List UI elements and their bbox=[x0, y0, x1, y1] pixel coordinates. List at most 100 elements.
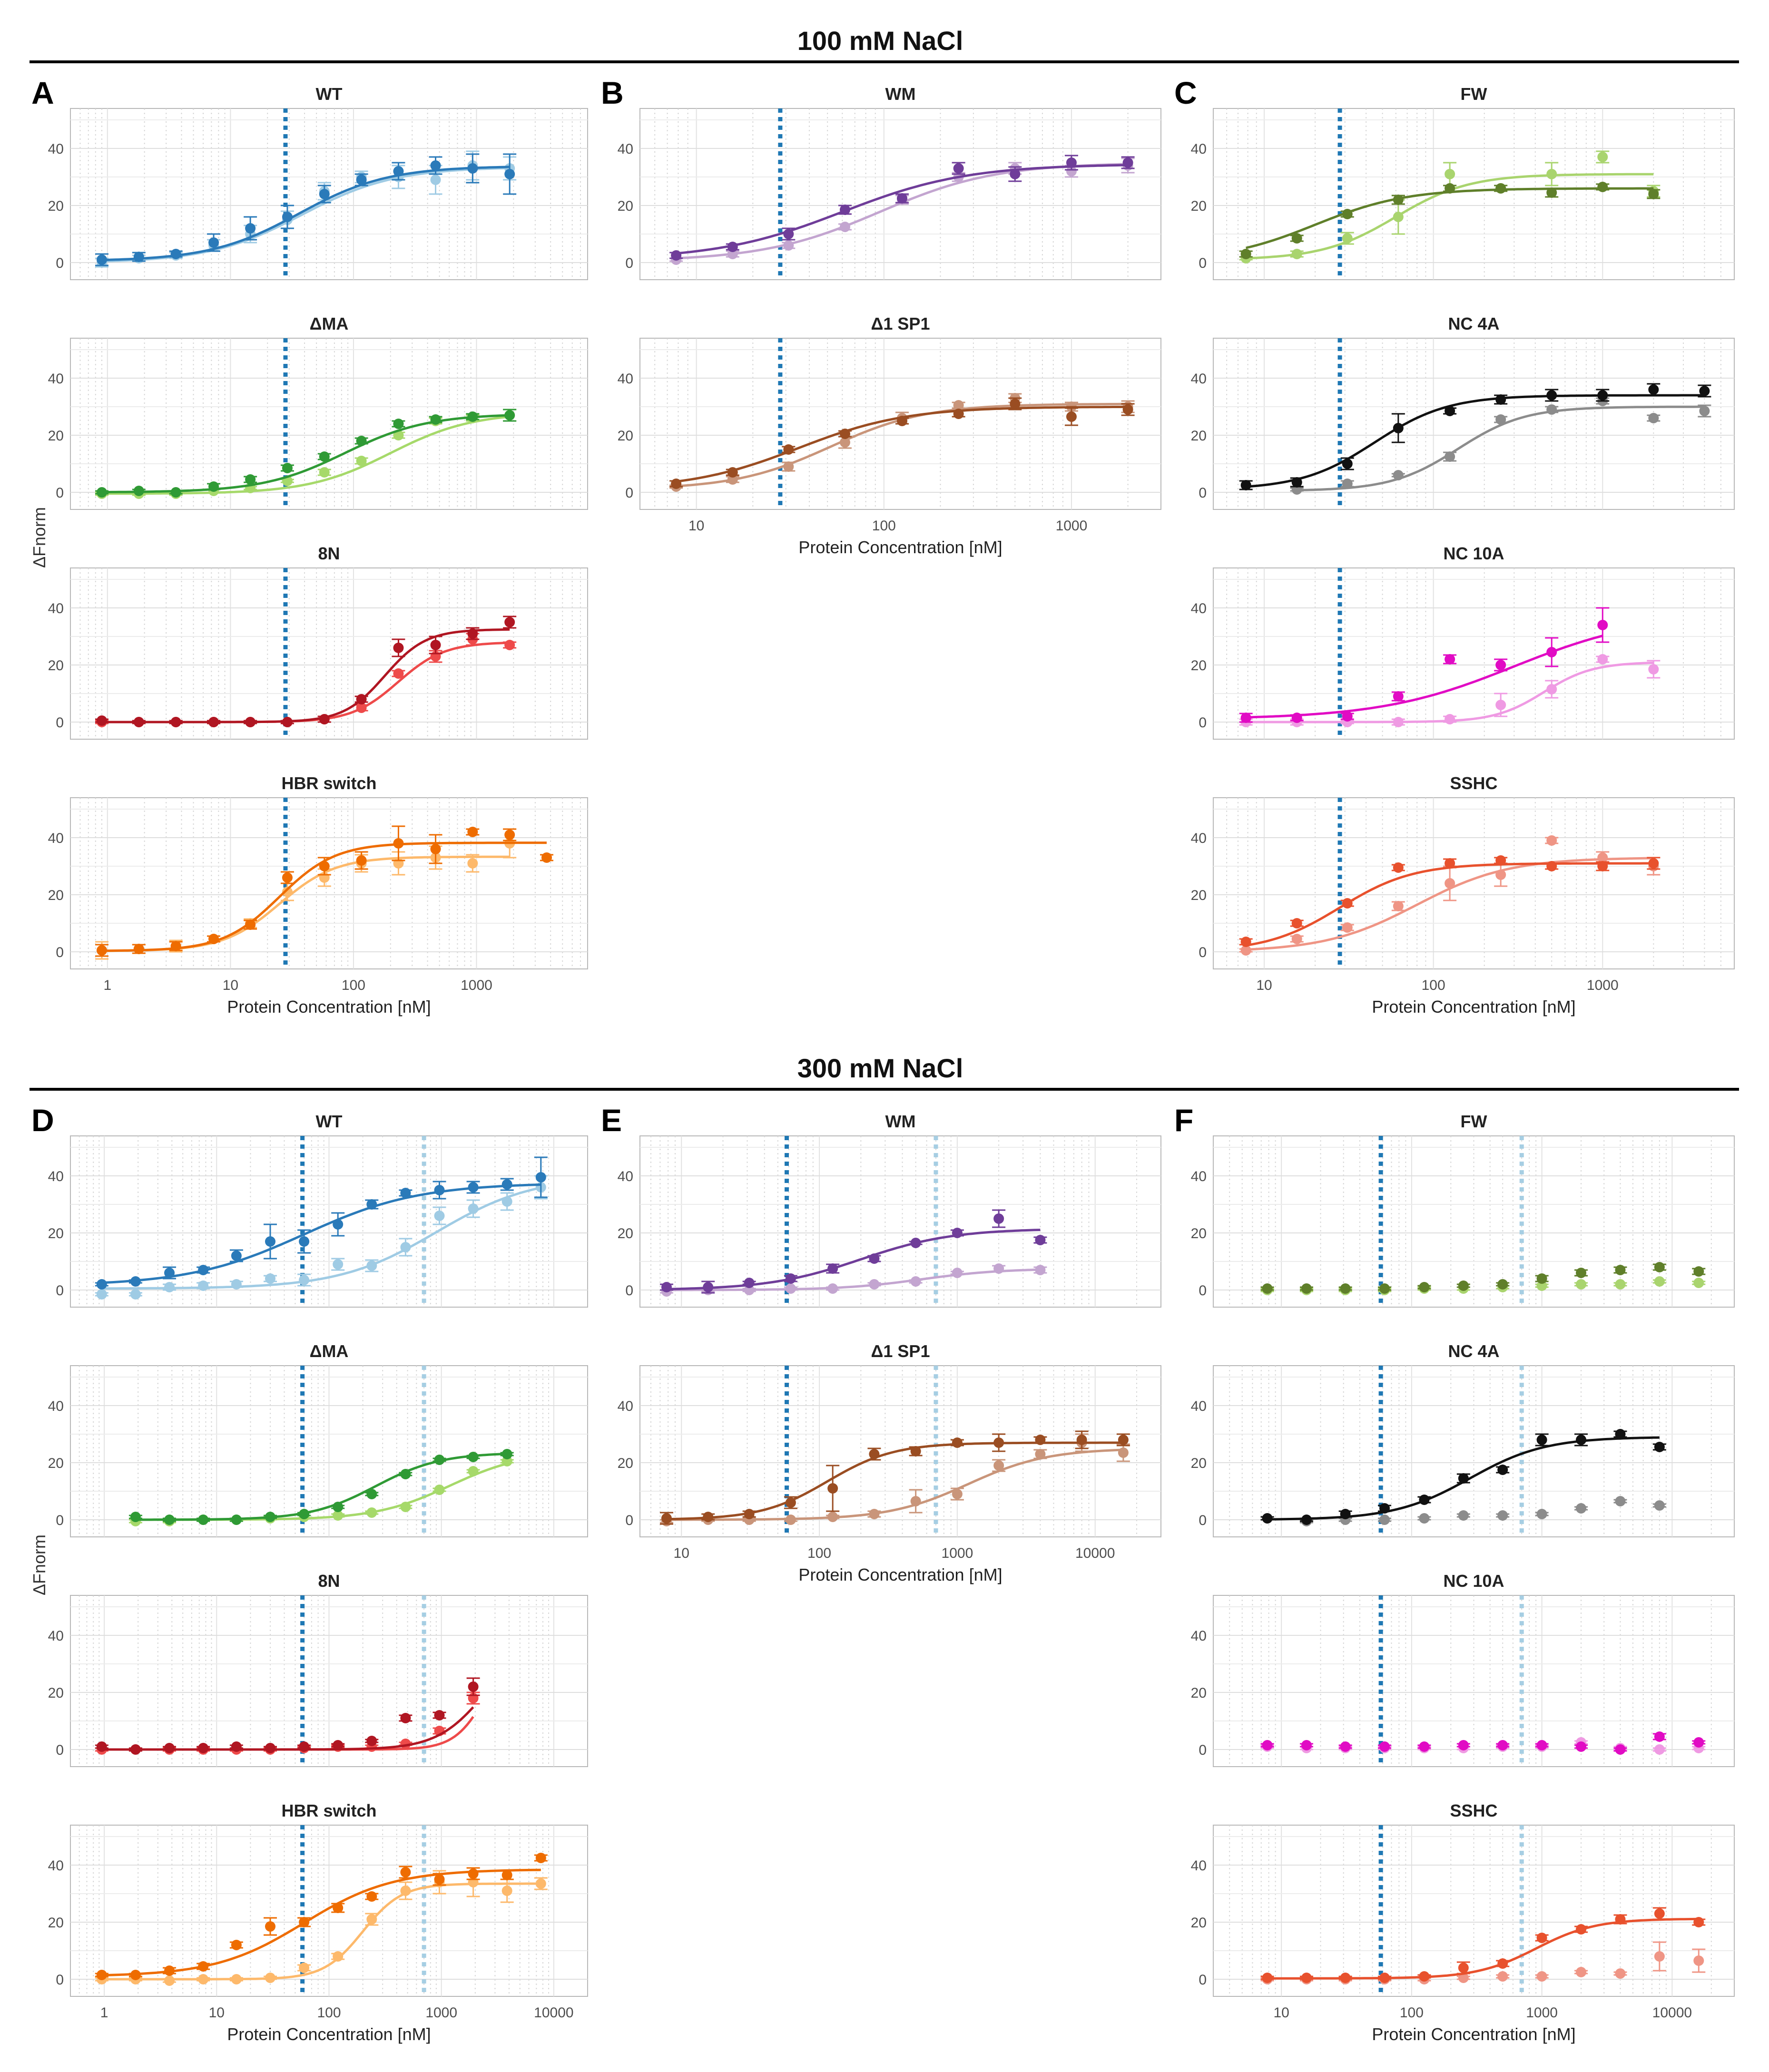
data-point bbox=[1497, 1465, 1508, 1475]
y-tick-label: 40 bbox=[1191, 1398, 1207, 1414]
data-point bbox=[1576, 1435, 1587, 1445]
data-point bbox=[468, 1182, 479, 1192]
fit-curve bbox=[667, 1268, 1041, 1291]
data-point bbox=[1536, 1971, 1547, 1982]
y-tick-label: 40 bbox=[618, 1169, 633, 1184]
y-tick-label: 40 bbox=[48, 831, 64, 846]
data-point bbox=[1458, 1740, 1469, 1750]
data-point bbox=[1291, 934, 1302, 944]
x-tick-label: 1000 bbox=[942, 1545, 973, 1561]
data-point bbox=[504, 410, 515, 420]
data-point bbox=[1576, 1924, 1587, 1935]
data-point bbox=[1654, 1908, 1665, 1919]
data-point bbox=[319, 451, 330, 462]
x-tick-label: 1000 bbox=[1587, 977, 1619, 993]
data-point bbox=[1699, 386, 1710, 396]
y-tick-label: 20 bbox=[48, 428, 64, 444]
panel-letter: A bbox=[31, 75, 54, 110]
data-point bbox=[1495, 660, 1506, 670]
data-point bbox=[299, 1741, 310, 1752]
data-point bbox=[671, 479, 682, 489]
panel-0: 0 20 40 WT A bbox=[31, 75, 588, 280]
data-point bbox=[333, 1740, 344, 1750]
data-point bbox=[1458, 1973, 1469, 1983]
y-tick-label: 0 bbox=[625, 255, 633, 271]
data-point bbox=[1393, 470, 1404, 480]
panel-11: 0 20 40 ΔMA bbox=[48, 1341, 588, 1537]
panel-title: WT bbox=[316, 1112, 343, 1131]
data-point bbox=[393, 166, 404, 176]
data-point bbox=[1546, 404, 1557, 415]
y-tick-label: 0 bbox=[56, 1283, 64, 1299]
data-point bbox=[1615, 1744, 1626, 1755]
data-point bbox=[896, 193, 907, 204]
y-tick-label: 40 bbox=[1191, 371, 1207, 387]
data-point bbox=[952, 1228, 963, 1238]
data-point bbox=[366, 1914, 377, 1925]
data-point bbox=[366, 1736, 377, 1746]
x-tick-label: 10000 bbox=[1652, 2005, 1692, 2021]
data-point bbox=[1291, 713, 1302, 723]
data-point bbox=[1419, 1495, 1430, 1505]
data-point bbox=[1445, 451, 1455, 462]
fit-curve bbox=[667, 1448, 1123, 1521]
data-point bbox=[839, 205, 850, 215]
data-point bbox=[1546, 861, 1557, 871]
data-point bbox=[1393, 717, 1404, 727]
fit-curve bbox=[666, 1441, 1123, 1521]
data-point bbox=[1240, 937, 1251, 947]
x-tick-label: 1000 bbox=[1056, 518, 1088, 534]
data-point bbox=[952, 1489, 963, 1499]
data-point bbox=[1597, 620, 1608, 630]
y-axis-label-bottom: ΔFnorm bbox=[29, 1534, 49, 1595]
data-point bbox=[1066, 411, 1077, 422]
data-point bbox=[1445, 654, 1455, 665]
data-point bbox=[1118, 1447, 1129, 1458]
x-tick-label: 10 bbox=[1273, 2005, 1289, 2021]
data-point bbox=[1654, 1500, 1665, 1511]
data-point bbox=[1693, 1917, 1704, 1927]
data-point bbox=[208, 717, 219, 727]
data-point bbox=[1648, 858, 1659, 869]
data-point bbox=[400, 1713, 411, 1723]
y-tick-label: 20 bbox=[48, 1915, 64, 1931]
y-tick-label: 0 bbox=[1199, 485, 1207, 501]
panel-letter: C bbox=[1174, 75, 1197, 110]
data-point bbox=[1615, 1279, 1626, 1290]
data-point bbox=[744, 1278, 755, 1288]
data-point bbox=[661, 1513, 672, 1524]
data-point bbox=[164, 1743, 175, 1753]
y-tick-label: 0 bbox=[625, 1283, 633, 1299]
data-point bbox=[1495, 394, 1506, 405]
y-tick-label: 0 bbox=[625, 1513, 633, 1528]
data-point bbox=[1693, 1955, 1704, 1966]
data-point bbox=[1342, 898, 1353, 909]
data-point bbox=[265, 1743, 275, 1753]
data-point bbox=[953, 163, 964, 174]
data-point bbox=[910, 1276, 921, 1287]
panel-2: 0 20 40 8N bbox=[48, 544, 588, 740]
y-tick-label: 0 bbox=[56, 1972, 64, 1988]
data-point bbox=[356, 694, 367, 704]
data-point bbox=[896, 416, 907, 426]
data-point bbox=[1495, 870, 1506, 880]
data-point bbox=[535, 1172, 546, 1183]
data-point bbox=[245, 717, 256, 727]
data-point bbox=[1122, 404, 1133, 415]
data-point bbox=[703, 1512, 714, 1522]
y-tick-label: 20 bbox=[1191, 658, 1207, 674]
data-point bbox=[952, 1437, 963, 1448]
y-tick-label: 20 bbox=[48, 1456, 64, 1471]
data-point bbox=[231, 1974, 242, 1984]
data-point bbox=[661, 1282, 672, 1292]
data-point bbox=[231, 1279, 242, 1290]
data-point bbox=[393, 838, 404, 849]
panel-title: 8N bbox=[318, 1571, 340, 1591]
panel-8: 0 20 40 NC 10A bbox=[1191, 544, 1735, 740]
y-tick-label: 0 bbox=[1199, 1283, 1207, 1299]
data-point bbox=[467, 163, 478, 174]
data-point bbox=[434, 1455, 445, 1465]
data-point bbox=[783, 461, 794, 472]
data-point bbox=[993, 1213, 1004, 1224]
data-point bbox=[1301, 1515, 1312, 1525]
